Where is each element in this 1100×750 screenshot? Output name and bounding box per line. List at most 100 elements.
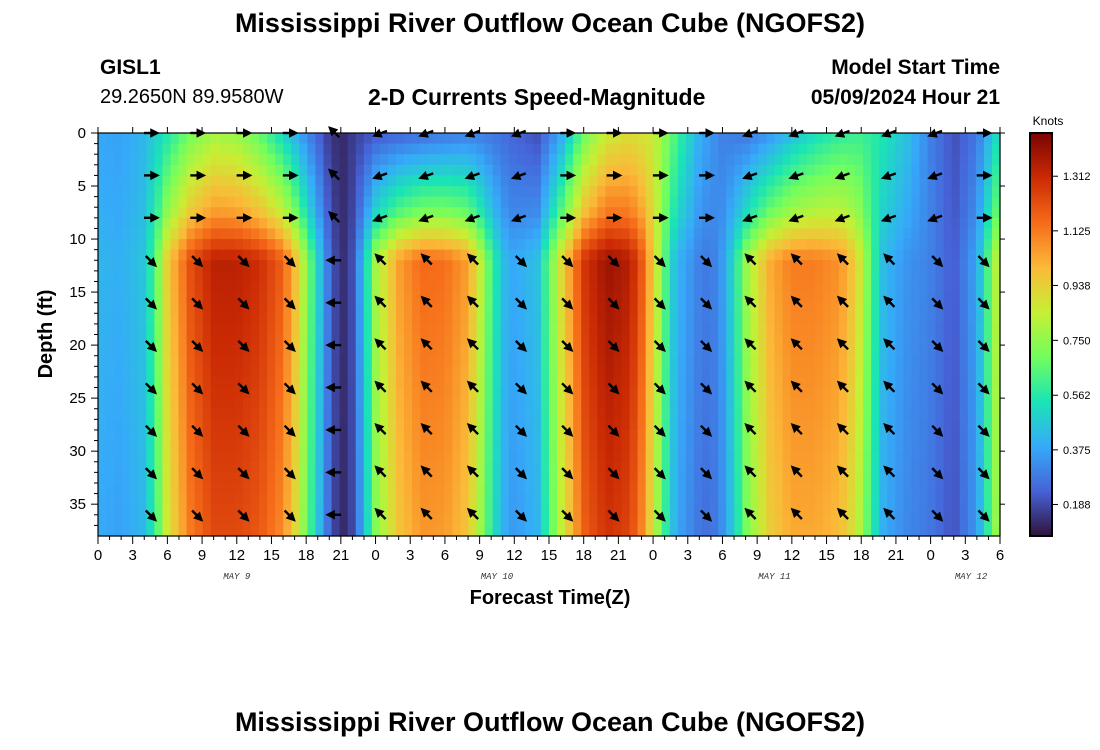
heatmap-cell: [863, 175, 872, 187]
heatmap-cell: [943, 164, 953, 177]
heatmap-cell: [766, 472, 776, 484]
heatmap-cell: [114, 323, 123, 336]
current-vector-arrow: [328, 168, 341, 181]
heatmap-cell: [138, 419, 147, 431]
heatmap-cell: [283, 164, 292, 177]
heatmap-cell: [573, 249, 582, 261]
heatmap-cell: [194, 196, 204, 208]
heatmap-cell: [323, 133, 333, 145]
heatmap-cell: [114, 186, 123, 198]
heatmap-cell: [758, 334, 768, 346]
heatmap-cell: [106, 440, 115, 452]
heatmap-cell: [911, 493, 921, 505]
heatmap-cell: [347, 207, 357, 219]
heatmap-cell: [323, 398, 333, 410]
heatmap-cell: [468, 387, 478, 399]
heatmap-cell: [581, 154, 590, 166]
heatmap-cell: [718, 196, 727, 208]
heatmap-cell: [323, 387, 333, 399]
heatmap-cell: [750, 451, 759, 463]
heatmap-cell: [387, 239, 397, 251]
heatmap-cell: [251, 249, 260, 261]
heatmap-cell: [516, 154, 526, 166]
heatmap-cell: [202, 472, 212, 484]
heatmap-cell: [782, 514, 792, 526]
heatmap-cell: [355, 482, 365, 495]
heatmap-cell: [251, 154, 260, 166]
heatmap-cell: [766, 493, 776, 505]
heatmap-cell: [210, 270, 220, 283]
heatmap-cell: [710, 143, 719, 155]
heatmap-cell: [259, 366, 268, 378]
heatmap-cell: [500, 302, 510, 314]
heatmap-cell: [589, 249, 598, 261]
heatmap-cell: [903, 281, 913, 293]
heatmap-cell: [846, 239, 856, 251]
heatmap-cell: [903, 493, 913, 505]
heatmap-cell: [710, 260, 719, 272]
heatmap-cell: [508, 228, 518, 240]
heatmap-cell: [331, 514, 341, 526]
heatmap-cell: [589, 207, 598, 219]
heatmap-cell: [484, 164, 494, 177]
heatmap-cell: [202, 196, 212, 208]
heatmap-cell: [315, 408, 325, 420]
heatmap-cell: [234, 302, 244, 314]
heatmap-cell: [766, 461, 776, 473]
heatmap-cell: [806, 451, 816, 463]
heatmap-cell: [275, 429, 284, 442]
heatmap-cell: [371, 143, 381, 155]
heatmap-cell: [275, 313, 284, 325]
heatmap-cell: [991, 143, 1001, 155]
heatmap-cell: [500, 334, 510, 346]
heatmap-cell: [387, 143, 397, 155]
heatmap-cell: [395, 334, 405, 346]
heatmap-cell: [540, 186, 550, 198]
heatmap-cell: [621, 217, 631, 230]
heatmap-cell: [154, 504, 164, 516]
heatmap-cell: [830, 376, 840, 389]
heatmap-cell: [871, 493, 880, 505]
heatmap-cell: [251, 408, 260, 420]
heatmap-cell: [549, 133, 558, 145]
heatmap-cell: [146, 164, 155, 177]
heatmap-cell: [428, 429, 437, 442]
heatmap-cell: [363, 376, 373, 389]
heatmap-cell: [581, 249, 590, 261]
heatmap-cell: [476, 451, 486, 463]
heatmap-cell: [565, 239, 574, 251]
heatmap-cell: [943, 408, 953, 420]
heatmap-cell: [226, 175, 236, 187]
heatmap-cell: [307, 504, 317, 516]
current-vector-arrow: [836, 422, 849, 436]
current-vector-arrow: [977, 255, 990, 268]
current-vector-arrow: [144, 424, 158, 437]
heatmap-cell: [508, 323, 518, 336]
heatmap-cell: [468, 217, 478, 230]
heatmap-cell: [186, 493, 196, 505]
heatmap-cell: [363, 366, 373, 378]
current-vector-arrow: [466, 295, 479, 308]
heatmap-cell: [814, 154, 824, 166]
heatmap-cell: [983, 461, 993, 473]
heatmap-cell: [395, 482, 405, 495]
heatmap-cell: [371, 472, 381, 484]
heatmap-cell: [661, 440, 671, 452]
heatmap-cell: [927, 429, 937, 442]
heatmap-cell: [114, 334, 123, 346]
station-coordinates: 29.2650N 89.9580W: [100, 86, 284, 108]
heatmap-cell: [242, 451, 252, 463]
heatmap-cell: [226, 228, 236, 240]
heatmap-cell: [114, 355, 123, 367]
heatmap-cell: [871, 228, 880, 240]
current-vector-arrow: [283, 382, 296, 395]
x-tick-label: 6: [996, 547, 1004, 564]
heatmap-cell: [919, 419, 929, 431]
heatmap-cell: [863, 217, 872, 230]
heatmap-cell: [790, 408, 800, 420]
heatmap-cell: [991, 164, 1001, 177]
heatmap-cell: [863, 133, 872, 145]
heatmap-cell: [114, 154, 123, 166]
heatmap-cell: [943, 493, 953, 505]
heatmap-cell: [549, 323, 558, 336]
